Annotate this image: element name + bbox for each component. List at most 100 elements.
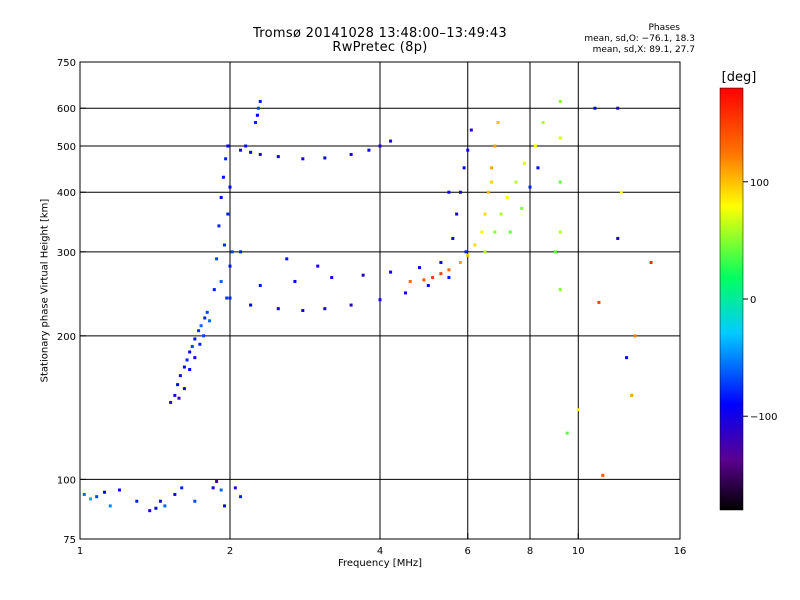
data-point bbox=[215, 479, 219, 483]
data-point bbox=[533, 144, 537, 148]
x-tick-label: 10 bbox=[572, 546, 585, 557]
data-point bbox=[558, 288, 562, 292]
data-point bbox=[536, 166, 540, 170]
x-axis-ticks: 1 2 4 6 8 10 16 bbox=[77, 533, 687, 557]
data-point bbox=[258, 283, 262, 287]
y-tick-label: 600 bbox=[57, 104, 76, 115]
data-point bbox=[458, 260, 462, 264]
data-point bbox=[619, 190, 623, 194]
data-point bbox=[439, 272, 443, 276]
data-point bbox=[493, 144, 497, 148]
data-point bbox=[616, 236, 620, 240]
data-point bbox=[199, 324, 203, 328]
data-point bbox=[361, 273, 365, 277]
colorbar-tick-label: 100 bbox=[750, 178, 769, 189]
x-tick-label: 4 bbox=[377, 546, 383, 557]
data-point bbox=[349, 152, 353, 156]
data-point bbox=[82, 492, 86, 496]
data-point bbox=[316, 264, 320, 268]
data-point bbox=[565, 431, 569, 435]
data-point bbox=[480, 230, 484, 234]
y-axis-ticks: 75 100 200 300 400 500 600 750 bbox=[57, 58, 86, 546]
y-tick-label: 200 bbox=[57, 332, 76, 343]
data-point bbox=[323, 307, 327, 311]
data-point bbox=[466, 253, 470, 257]
data-point bbox=[455, 212, 459, 216]
data-point bbox=[219, 279, 223, 283]
data-point bbox=[616, 106, 620, 110]
data-point bbox=[193, 356, 197, 360]
data-point bbox=[558, 230, 562, 234]
data-point bbox=[239, 495, 243, 499]
data-point bbox=[208, 319, 212, 323]
data-point bbox=[483, 212, 487, 216]
data-point bbox=[215, 257, 219, 261]
data-point bbox=[197, 329, 201, 333]
data-point bbox=[499, 212, 503, 216]
y-tick-label: 400 bbox=[57, 188, 76, 199]
data-point bbox=[597, 300, 601, 304]
x-tick-label: 16 bbox=[674, 546, 687, 557]
data-point bbox=[212, 288, 216, 292]
x-tick-label: 8 bbox=[527, 546, 533, 557]
data-point bbox=[258, 152, 262, 156]
data-point bbox=[285, 257, 289, 261]
data-point bbox=[493, 230, 497, 234]
y-tick-label: 100 bbox=[57, 475, 76, 486]
data-point bbox=[630, 393, 634, 397]
data-point bbox=[625, 356, 629, 360]
data-point bbox=[228, 296, 232, 300]
data-point bbox=[239, 148, 243, 152]
x-tick-label: 6 bbox=[465, 546, 471, 557]
data-point bbox=[601, 473, 605, 477]
colorbar-tick-label: −100 bbox=[750, 412, 777, 423]
data-point bbox=[244, 144, 248, 148]
data-point bbox=[117, 488, 121, 492]
data-point bbox=[193, 499, 197, 503]
data-point bbox=[593, 106, 597, 110]
y-tick-label: 500 bbox=[57, 142, 76, 153]
data-point bbox=[224, 157, 228, 161]
data-point bbox=[193, 337, 197, 341]
data-point bbox=[228, 264, 232, 268]
data-point bbox=[256, 106, 260, 110]
data-point bbox=[225, 296, 229, 300]
data-point bbox=[173, 393, 177, 397]
data-point bbox=[205, 310, 209, 314]
data-point bbox=[490, 180, 494, 184]
data-point bbox=[258, 99, 262, 103]
data-point bbox=[163, 504, 167, 508]
y-tick-label: 75 bbox=[63, 535, 76, 546]
data-point bbox=[367, 148, 371, 152]
data-point bbox=[417, 266, 421, 270]
data-point bbox=[188, 367, 192, 371]
data-point bbox=[249, 303, 253, 307]
data-point bbox=[103, 490, 107, 494]
data-point bbox=[249, 150, 253, 154]
data-point bbox=[558, 99, 562, 103]
data-point bbox=[462, 166, 466, 170]
data-point bbox=[202, 334, 206, 338]
data-point bbox=[469, 128, 473, 132]
data-point bbox=[95, 495, 99, 499]
data-point bbox=[323, 156, 327, 160]
x-tick-label: 2 bbox=[227, 546, 233, 557]
data-point bbox=[253, 121, 257, 125]
x-tick-label: 1 bbox=[77, 546, 83, 557]
data-point bbox=[276, 307, 280, 311]
data-points bbox=[82, 99, 653, 513]
data-point bbox=[185, 358, 189, 362]
data-point bbox=[349, 303, 353, 307]
data-point bbox=[389, 139, 393, 143]
colorbar-tick-label: 0 bbox=[750, 295, 756, 306]
data-point bbox=[188, 350, 192, 354]
data-point bbox=[233, 486, 237, 490]
data-point bbox=[276, 155, 280, 159]
data-point bbox=[496, 121, 500, 125]
stats-o-mode: mean, sd,O: −76.1, 18.3 bbox=[584, 34, 695, 44]
data-point bbox=[408, 279, 412, 283]
data-point bbox=[135, 499, 139, 503]
data-point bbox=[198, 342, 202, 346]
data-point bbox=[458, 190, 462, 194]
y-tick-label: 750 bbox=[57, 58, 76, 69]
